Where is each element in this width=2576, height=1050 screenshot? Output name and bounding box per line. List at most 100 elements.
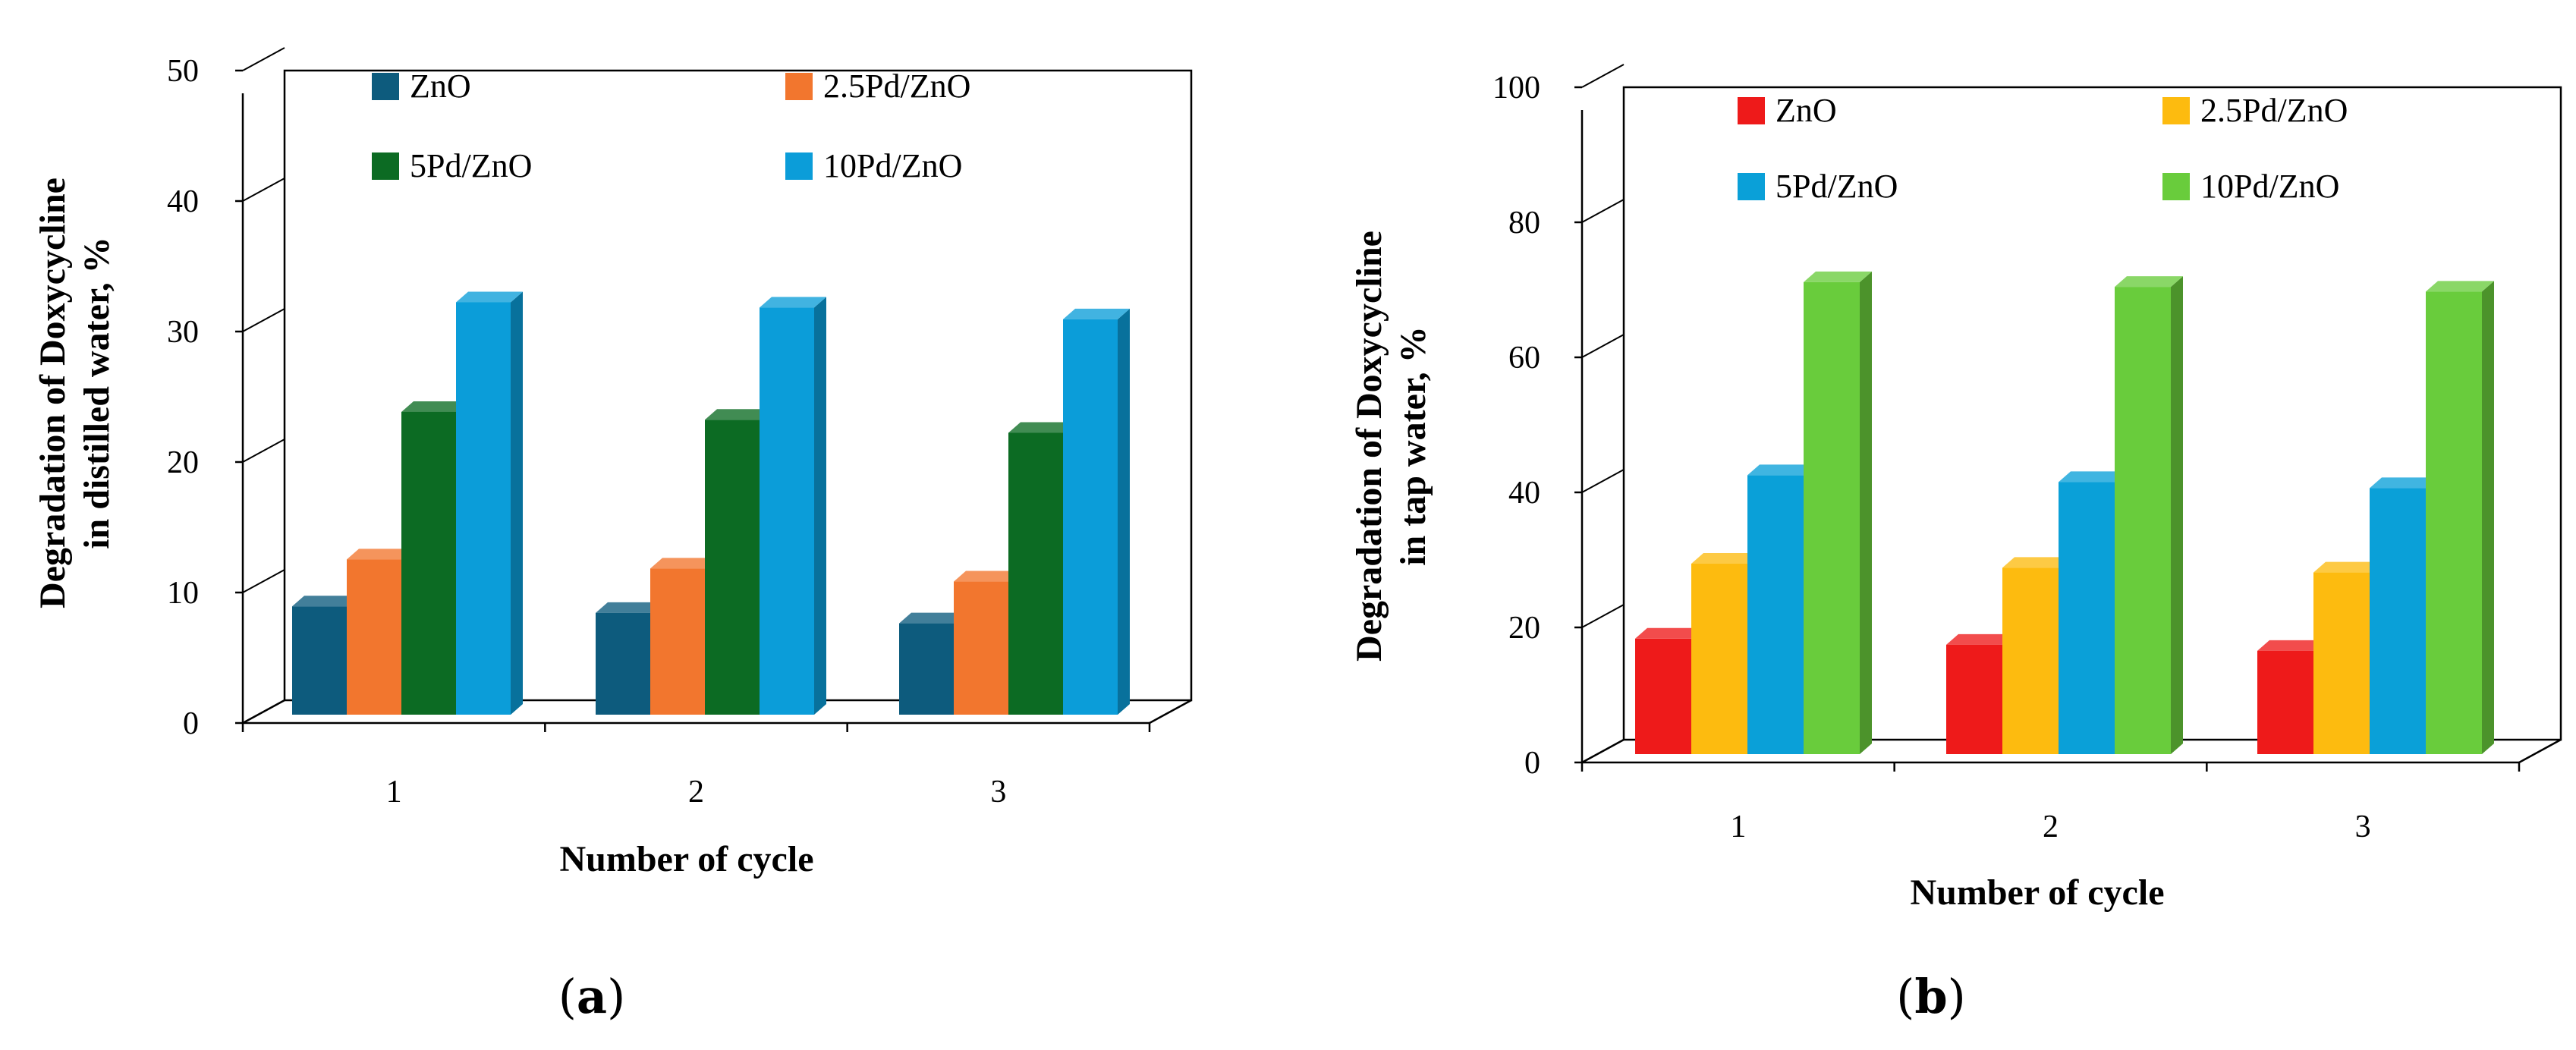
legend-label: 10Pd/ZnO xyxy=(2200,168,2339,205)
bar-top-face xyxy=(705,409,772,420)
legend-label: 2.5Pd/ZnO xyxy=(823,68,970,105)
bar-top-face xyxy=(456,291,523,303)
bar-top-face xyxy=(347,549,414,560)
bar-side-face xyxy=(511,291,523,715)
bar-top-face xyxy=(2002,557,2071,568)
bar-top-face xyxy=(2313,561,2382,573)
bar-top-face xyxy=(292,596,359,607)
legend-swatch xyxy=(2162,173,2190,200)
y-axis-title-line-2: in tap water, % xyxy=(1393,326,1433,566)
y-tick-label: 40 xyxy=(1508,476,1540,511)
y-tick-depth-line xyxy=(1581,739,1625,763)
panel-letter: b xyxy=(1914,969,1947,1024)
x-tick-label: 2 xyxy=(2043,810,2059,844)
bar-front-face xyxy=(1946,644,2002,754)
bar-10pd-zno-cycle-1 xyxy=(456,291,523,715)
bar-top-face xyxy=(954,571,1021,582)
y-tick-label: 60 xyxy=(1508,341,1540,376)
legend-label: ZnO xyxy=(410,68,471,105)
y-tick-depth-line xyxy=(1581,469,1625,493)
y-tick-label: 40 xyxy=(167,184,199,219)
legend-swatch xyxy=(785,152,813,180)
bar-top-face xyxy=(2059,471,2127,483)
x-axis-title: Number of cycle xyxy=(559,839,813,879)
bar-top-face xyxy=(596,602,662,613)
bar-top-face xyxy=(1946,633,2015,645)
bar-side-face xyxy=(1860,271,1872,754)
y-tick-depth-line xyxy=(242,47,285,71)
bar-side-face xyxy=(2171,276,2183,754)
y-tick-depth-line xyxy=(242,699,285,724)
bar-front-face xyxy=(2426,291,2482,755)
bar-front-face xyxy=(347,559,401,715)
y-tick-label: 30 xyxy=(167,315,199,350)
bar-top-face xyxy=(1635,627,1703,639)
x-axis-title: Number of cycle xyxy=(1910,872,2164,913)
bar-10pd-zno-cycle-2 xyxy=(760,297,826,715)
bar-5pd-zno-cycle-3 xyxy=(2370,477,2438,754)
bar-front-face xyxy=(650,568,705,715)
bar-front-face xyxy=(456,302,511,715)
bar-5pd-zno-cycle-2 xyxy=(2059,471,2127,754)
y-tick-depth-line xyxy=(242,308,285,332)
legend-label: ZnO xyxy=(1776,92,1837,129)
y-axis-title-line-1: Degradation of Doxycycline xyxy=(33,178,73,608)
bar-front-face xyxy=(1804,281,1860,754)
bar-front-face xyxy=(2313,572,2370,754)
bar-top-face xyxy=(2257,640,2326,651)
y-tick-depth-line xyxy=(1581,604,1625,628)
bar-10pd-zno-cycle-1 xyxy=(1804,271,1872,754)
y-tick-label: 20 xyxy=(167,445,199,480)
bar-top-face xyxy=(899,612,966,624)
bar-top-face xyxy=(401,401,468,412)
bar-front-face xyxy=(2059,482,2115,754)
bar-front-face xyxy=(2370,488,2426,754)
legend-label: 5Pd/ZnO xyxy=(1776,168,1898,205)
bar-top-face xyxy=(760,297,826,308)
legend-swatch xyxy=(785,73,813,100)
x-tick-label: 1 xyxy=(1730,810,1746,844)
legend-label: 2.5Pd/ZnO xyxy=(2200,92,2348,129)
legend-swatch xyxy=(372,73,399,100)
y-tick-label: 20 xyxy=(1508,611,1540,646)
bar-front-face xyxy=(292,606,347,715)
y-tick-depth-line xyxy=(242,439,285,463)
y-tick-depth-line xyxy=(1581,199,1625,223)
panel-label: (a) xyxy=(558,969,626,1024)
bar-top-face xyxy=(2115,276,2183,288)
bar-top-face xyxy=(1063,308,1130,319)
legend-swatch xyxy=(2162,97,2190,124)
bar-front-face xyxy=(760,307,814,715)
bar-top-face xyxy=(650,558,717,569)
y-tick-label: 50 xyxy=(167,54,199,89)
x-tick-label: 2 xyxy=(688,775,704,810)
legend-swatch xyxy=(1738,97,1765,124)
panel-label: (b) xyxy=(1896,969,1966,1024)
x-tick-label: 1 xyxy=(386,775,402,810)
bar-front-face xyxy=(401,411,456,715)
bar-2-5pd-zno-cycle-2 xyxy=(2002,557,2071,754)
panel-letter: a xyxy=(577,969,607,1024)
bar-side-face xyxy=(2482,281,2494,755)
bar-front-face xyxy=(1063,319,1118,715)
y-tick-label: 10 xyxy=(167,576,199,611)
bar-front-face xyxy=(899,623,954,715)
y-tick-depth-line xyxy=(242,178,285,202)
bar-10pd-zno-cycle-3 xyxy=(1063,308,1130,715)
bar-top-face xyxy=(2426,281,2494,292)
bar-top-face xyxy=(1008,422,1075,433)
bar-top-face xyxy=(1804,271,1872,282)
bar-top-face xyxy=(2370,477,2438,489)
bar-10pd-zno-cycle-3 xyxy=(2426,281,2494,755)
legend-swatch xyxy=(1738,173,1765,200)
bar-front-face xyxy=(954,581,1008,715)
bar-front-face xyxy=(1008,432,1063,715)
bar-front-face xyxy=(2002,567,2059,754)
legend-swatch xyxy=(372,152,399,180)
bar-front-face xyxy=(1691,564,1747,754)
bar-front-face xyxy=(2115,287,2171,754)
bar-front-face xyxy=(2257,650,2313,754)
